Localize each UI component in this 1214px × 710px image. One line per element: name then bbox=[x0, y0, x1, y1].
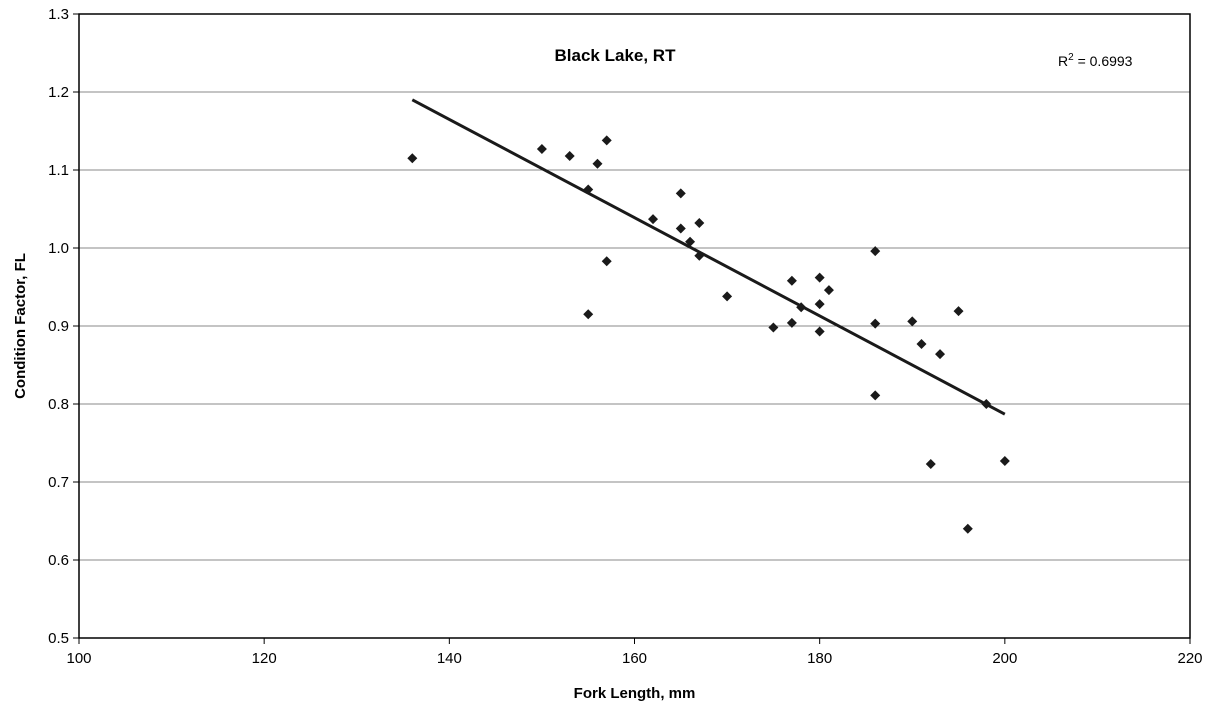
data-point bbox=[870, 390, 881, 401]
x-tick-label: 200 bbox=[992, 650, 1017, 667]
data-point bbox=[814, 272, 825, 283]
x-tick-label: 100 bbox=[66, 650, 91, 667]
y-axis-ticks: 0.5 0.6 0.7 0.8 0.9 1.0 1.1 1.2 1.3 bbox=[48, 6, 79, 647]
y-tick-label: 1.3 bbox=[48, 6, 69, 23]
data-point bbox=[796, 302, 807, 313]
data-point bbox=[916, 338, 927, 349]
data-point bbox=[592, 158, 603, 169]
x-tick-label: 120 bbox=[252, 650, 277, 667]
data-point bbox=[953, 306, 964, 317]
x-tick-label: 220 bbox=[1177, 650, 1202, 667]
data-point bbox=[814, 299, 825, 310]
y-tick-label: 0.9 bbox=[48, 318, 69, 335]
y-axis-title: Condition Factor, FL bbox=[12, 253, 29, 399]
x-axis-title: Fork Length, mm bbox=[574, 685, 696, 702]
data-point bbox=[694, 218, 705, 229]
data-point bbox=[675, 223, 686, 234]
data-point bbox=[722, 291, 733, 302]
data-point bbox=[999, 455, 1010, 466]
data-point bbox=[814, 326, 825, 337]
data-point bbox=[786, 275, 797, 286]
data-point bbox=[823, 285, 834, 296]
trendline bbox=[411, 98, 1006, 416]
data-point bbox=[583, 309, 594, 320]
y-tick-label: 1.1 bbox=[48, 162, 69, 179]
data-point bbox=[962, 523, 973, 534]
data-point bbox=[935, 349, 946, 360]
gridlines bbox=[79, 91, 1190, 561]
x-tick-label: 140 bbox=[437, 650, 462, 667]
x-tick-label: 160 bbox=[622, 650, 647, 667]
data-point bbox=[583, 184, 594, 195]
data-point bbox=[870, 318, 881, 329]
y-tick-label: 0.5 bbox=[48, 630, 69, 647]
data-point bbox=[768, 322, 779, 333]
data-point bbox=[907, 316, 918, 327]
chart-title: Black Lake, RT bbox=[555, 46, 677, 65]
r-squared-letter: R bbox=[1058, 53, 1068, 69]
data-point bbox=[601, 135, 612, 146]
data-point bbox=[601, 256, 612, 267]
y-tick-label: 0.6 bbox=[48, 552, 69, 569]
data-point bbox=[981, 399, 992, 409]
data-point bbox=[870, 246, 881, 257]
data-point bbox=[648, 214, 659, 225]
data-point bbox=[675, 188, 686, 199]
r-squared-superscript: 2 bbox=[1068, 52, 1074, 63]
data-point bbox=[786, 317, 797, 328]
data-point bbox=[407, 153, 418, 164]
r-squared-value: = 0.6993 bbox=[1074, 53, 1133, 69]
data-point bbox=[564, 150, 575, 161]
r-squared-annotation: R2 = 0.6993 bbox=[1058, 52, 1133, 69]
x-tick-label: 180 bbox=[807, 650, 832, 667]
y-tick-label: 0.7 bbox=[48, 474, 69, 491]
data-point bbox=[685, 236, 696, 247]
data-points bbox=[407, 135, 1010, 534]
data-point bbox=[536, 143, 547, 154]
x-axis-ticks: 100 120 140 160 180 200 220 bbox=[66, 638, 1203, 667]
trendline-group bbox=[411, 98, 1006, 416]
y-tick-label: 0.8 bbox=[48, 396, 69, 413]
data-point bbox=[694, 250, 705, 261]
y-tick-label: 1.2 bbox=[48, 84, 69, 101]
data-point bbox=[925, 459, 936, 470]
y-tick-label: 1.0 bbox=[48, 240, 69, 257]
